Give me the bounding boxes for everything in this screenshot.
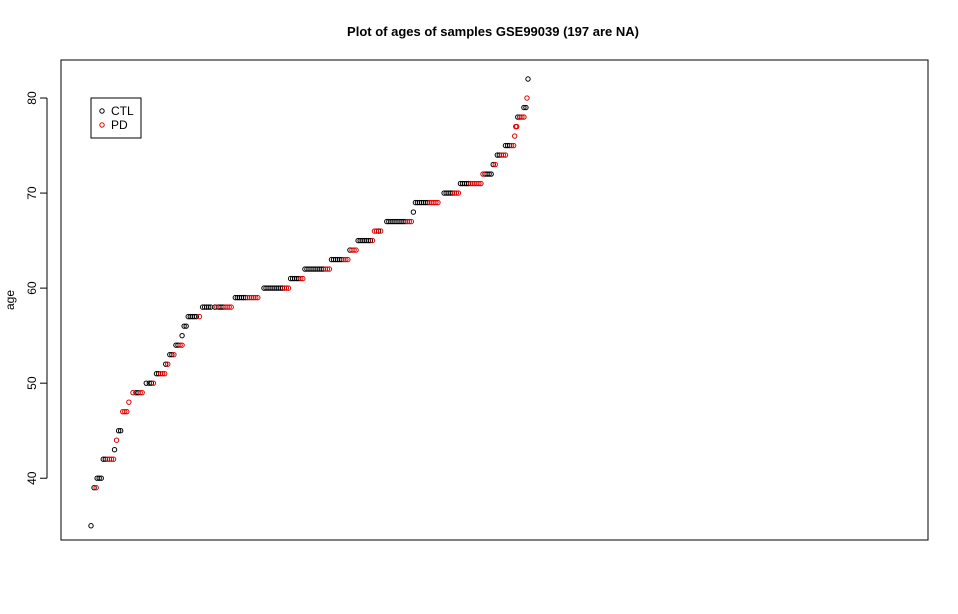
data-point-pd xyxy=(492,161,498,168)
data-point-pd xyxy=(130,389,136,396)
data-point-pd xyxy=(345,256,351,263)
y-tick-label: 80 xyxy=(25,91,39,105)
data-point-ctl xyxy=(163,361,169,367)
data-point-pd xyxy=(110,456,117,462)
data-point-pd xyxy=(171,351,177,358)
y-axis: 40 50 60 70 80 xyxy=(25,91,48,485)
data-point-pd xyxy=(514,123,520,130)
data-point-pd xyxy=(113,437,120,443)
data-point-pd xyxy=(255,294,261,301)
data-point-pd xyxy=(108,456,115,462)
data-point-pd xyxy=(408,218,415,225)
data-point-pd xyxy=(508,142,515,149)
data-point-pd xyxy=(478,180,484,187)
data-point-ctl xyxy=(98,475,104,481)
y-tick-label: 60 xyxy=(25,281,39,295)
data-point-pd xyxy=(93,485,99,491)
chart-title: Plot of ages of samples GSE99039 (197 ar… xyxy=(347,24,639,39)
data-point-ctl xyxy=(148,380,155,386)
data-point-pd xyxy=(137,389,143,396)
legend-label-ctl: CTL xyxy=(111,104,134,118)
y-axis-label: age xyxy=(3,290,17,310)
data-point-pd xyxy=(159,370,166,377)
data-point-pd xyxy=(453,190,460,196)
data-point-ctl xyxy=(183,323,189,329)
data-point-pd xyxy=(524,95,530,101)
data-point-pd xyxy=(433,199,439,206)
data-point-ctl xyxy=(143,380,149,386)
data-point-pd xyxy=(165,361,171,367)
data-point-pd xyxy=(226,304,232,310)
data-point-pd xyxy=(476,180,482,187)
legend-box xyxy=(90,97,142,139)
data-point-ctl xyxy=(96,475,102,481)
data-point-pd xyxy=(139,389,145,396)
data-point-pd xyxy=(196,313,203,320)
data-point-pd xyxy=(351,247,357,253)
data-point-ctl xyxy=(88,523,94,529)
data-point-pd xyxy=(521,114,527,120)
data-point-pd xyxy=(343,256,349,263)
data-point-pd xyxy=(300,275,306,282)
data-point-pd xyxy=(369,237,376,244)
data-point-ctl xyxy=(410,209,417,215)
data-point-ctl xyxy=(523,104,529,111)
data-point-pd xyxy=(324,266,331,272)
y-tick-label: 40 xyxy=(25,471,39,485)
data-point-ctl xyxy=(205,304,212,310)
legend-marker-pd xyxy=(99,122,105,128)
plot-frame xyxy=(60,59,929,541)
data-point-pd xyxy=(283,285,290,291)
y-tick-label: 70 xyxy=(25,186,39,200)
data-point-pd xyxy=(253,294,259,301)
data-point-pd xyxy=(480,171,486,177)
data-point-pd xyxy=(435,199,441,206)
data-point-ctl xyxy=(490,161,496,168)
data-point-ctl xyxy=(111,447,118,453)
data-point-ctl xyxy=(525,76,531,82)
data-point-ctl xyxy=(115,427,122,434)
data-points xyxy=(88,76,531,529)
data-point-pd xyxy=(161,370,168,377)
data-point-ctl xyxy=(521,104,527,111)
data-point-pd xyxy=(228,304,234,310)
data-point-ctl xyxy=(193,313,200,320)
data-point-ctl xyxy=(169,351,175,358)
data-point-pd xyxy=(150,380,157,386)
data-point-pd xyxy=(122,408,128,415)
data-point-pd xyxy=(214,304,220,310)
data-point-pd xyxy=(500,152,507,158)
data-point-ctl xyxy=(181,323,187,329)
data-point-ctl xyxy=(486,171,492,177)
data-point-pd xyxy=(371,228,378,234)
data-point-pd xyxy=(298,275,304,282)
data-point-pd xyxy=(177,342,183,348)
data-point-pd xyxy=(406,218,412,225)
data-point-pd xyxy=(126,399,132,405)
data-point-ctl xyxy=(91,485,97,491)
data-point-ctl xyxy=(191,313,198,320)
data-point-pd xyxy=(326,266,333,272)
legend-marker-ctl xyxy=(99,108,105,114)
data-point-pd xyxy=(510,142,517,149)
data-point-pd xyxy=(124,408,130,415)
data-point-pd xyxy=(502,152,509,158)
data-point-pd xyxy=(455,190,462,196)
data-point-pd xyxy=(519,114,525,120)
data-point-ctl xyxy=(179,332,185,339)
data-point-pd xyxy=(285,285,292,291)
legend-label-pd: PD xyxy=(111,118,128,132)
data-point-ctl xyxy=(488,171,494,177)
data-point-pd xyxy=(512,133,518,139)
data-point-pd xyxy=(179,342,185,348)
y-tick-label: 50 xyxy=(25,376,39,390)
data-point-ctl xyxy=(367,237,374,244)
data-point-ctl xyxy=(117,427,124,434)
data-point-pd xyxy=(377,228,384,234)
data-point-pd xyxy=(353,247,359,253)
